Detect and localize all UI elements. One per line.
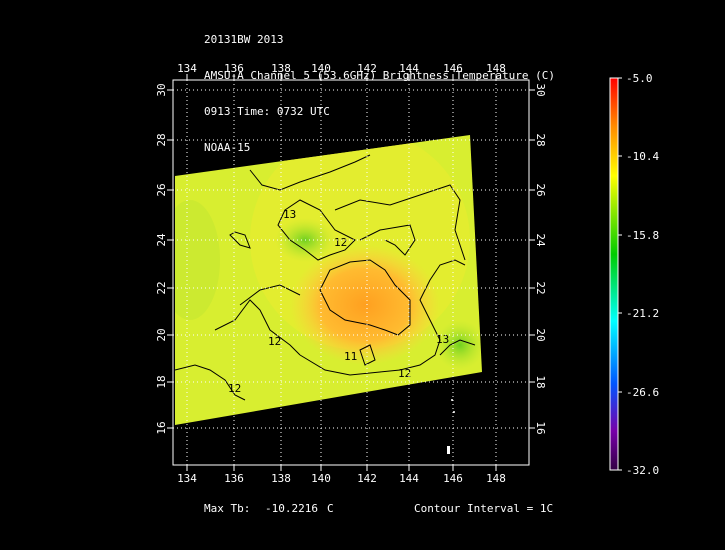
cold-region-edge [175,200,220,320]
lat-tick-label: 22 [534,281,547,294]
lon-tick-label: 134 [177,472,197,485]
lon-tick-label: 138 [271,472,291,485]
lat-tick-label: 20 [534,328,547,341]
contour-line [334,184,466,261]
colorbar-scale [609,77,619,471]
lat-tick-label: 24 [155,233,168,247]
lat-tick-label: 28 [155,133,168,146]
lat-tick-label: 16 [534,421,547,434]
lon-tick-label: 144 [399,62,419,75]
lon-tick-label: 138 [271,62,291,75]
lat-tick-label: 22 [155,281,168,294]
map-header: 20131BW 2013 AMSU-A Channel 5 (53.6GHz) … [204,10,555,166]
contour-label: 12 [334,236,347,249]
contour-label: 11 [344,350,357,363]
contour-line [277,199,356,261]
contour-label: 12 [228,382,241,395]
time-title: 0913 Time: 0732 UTC [204,105,330,118]
lon-tick-label: 148 [486,472,506,485]
colorbar-label: -15.8 [626,229,659,242]
colorbar-label: -26.6 [626,386,659,399]
contour-label: 13 [283,208,296,221]
contour-label: 12 [268,335,281,348]
map-frame [172,79,530,466]
contour-line [214,299,301,356]
lon-tick-label: 136 [224,62,244,75]
contour-line [299,259,466,376]
satellite-title: NOAA-15 [204,141,251,154]
colorbar: -5.0 -10.4 -15.8 -21.2 -26.6 -32.0 [609,72,659,477]
contour-line [359,224,416,256]
lat-lon-grid [173,80,529,465]
lat-tick-label: 26 [155,183,168,196]
lat-tick-label: 30 [534,83,547,96]
colorbar-label: -21.2 [626,307,659,320]
contour-line [359,344,376,366]
lon-tick-label: 140 [311,62,331,75]
lon-tick-label: 134 [177,62,197,75]
product-title: AMSU-A Channel 5 (53.6GHz) Brightness Te… [204,69,555,82]
lat-tick-label: 24 [534,233,547,247]
contour-line [174,364,246,401]
colorbar-label: -10.4 [626,150,659,163]
lon-tick-label: 144 [399,472,419,485]
lat-tick-label: 16 [155,421,168,434]
contour-label: 13 [436,333,449,346]
contour-line [439,339,476,356]
cold-region-east [435,320,482,370]
lon-tick-label: 142 [357,62,377,75]
max-tb-label: Max Tb: [204,502,251,515]
colorbar-label: -5.0 [626,72,653,85]
lat-tick-label: 28 [534,133,547,146]
contour-label: 12 [398,367,411,380]
max-tb-unit: C [327,502,334,515]
data-point [447,446,450,454]
lon-tick-label: 140 [311,472,331,485]
lon-tick-label: 146 [443,62,463,75]
contour-interval: Contour Interval = 1C [414,502,554,515]
lat-tick-label: 18 [155,375,168,388]
storm-id-title: 20131BW 2013 [204,33,284,46]
lat-tick-label: 18 [534,375,547,388]
lon-tick-label: 148 [486,62,506,75]
lat-tick-label: 30 [155,83,168,96]
contour-line-warm-core [319,259,411,336]
max-tb-value: -10.2216 [265,502,318,515]
lon-tick-label: 142 [357,472,377,485]
lat-tick-label: 20 [155,328,168,341]
brightness-swath [175,135,482,454]
contour-line [249,154,371,191]
lon-tick-label: 146 [443,472,463,485]
colorbar-label: -32.0 [626,464,659,477]
tick-marks [167,74,535,471]
lon-tick-label: 136 [224,472,244,485]
lat-tick-label: 26 [534,183,547,196]
